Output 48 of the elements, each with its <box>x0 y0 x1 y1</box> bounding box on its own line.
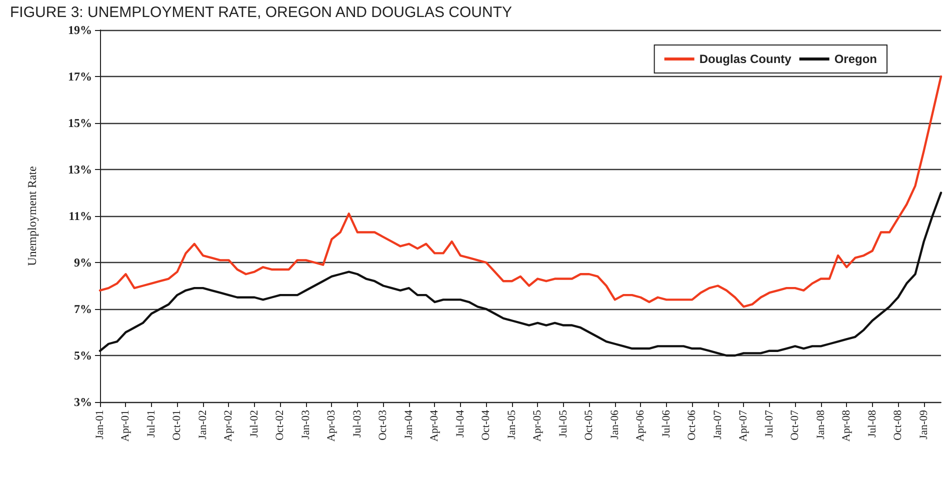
y-tick-label: 9% <box>74 256 92 270</box>
y-tick-label: 5% <box>74 348 92 362</box>
x-tick-label: Oct-04 <box>480 410 492 441</box>
x-tick-label: Jan-09 <box>918 410 930 440</box>
y-tick-label: 13% <box>68 162 92 176</box>
legend-label: Douglas County <box>699 52 792 66</box>
x-tick-label: Oct-02 <box>274 410 286 441</box>
x-tick-label: Jan-05 <box>506 410 518 440</box>
x-tick-label: Jan-01 <box>94 410 106 440</box>
x-tick-label: Jul-02 <box>248 410 260 438</box>
x-tick-label: Apr-07 <box>738 410 750 442</box>
x-tick-label: Apr-03 <box>326 410 338 442</box>
line-series <box>98 192 942 357</box>
x-tick-label: Apr-08 <box>840 410 853 442</box>
line-series <box>98 75 942 308</box>
y-tick-label: 15% <box>68 116 92 130</box>
x-tick-label: Oct-03 <box>377 410 390 441</box>
x-tick-label: Oct-01 <box>171 410 184 441</box>
chart-title: FIGURE 3: UNEMPLOYMENT RATE, OREGON AND DOUGLAS COUNTY <box>10 4 512 21</box>
x-tick-label: Oct-05 <box>583 410 596 441</box>
x-tick-label: Jul-04 <box>454 410 466 438</box>
x-tick-label: Jan-07 <box>712 410 724 440</box>
x-tick-label: Jul-07 <box>763 410 776 438</box>
x-tick-label: Apr-02 <box>222 410 235 442</box>
x-tick-label: Jul-08 <box>866 410 878 438</box>
legend-label: Oregon <box>834 52 878 66</box>
y-tick-label: 19% <box>68 23 92 37</box>
x-tick-label: Jul-03 <box>351 410 364 438</box>
y-tick-label: 11% <box>68 209 92 223</box>
y-tick-label: 7% <box>74 302 92 316</box>
x-tick-label: Jul-01 <box>145 410 158 438</box>
y-axis-title: Unemployment Rate <box>25 166 39 266</box>
x-tick-label: Apr-05 <box>532 410 544 442</box>
x-tick-label: Jan-06 <box>608 410 621 440</box>
x-tick-label: Jul-06 <box>660 410 672 438</box>
x-tick-label: Apr-01 <box>120 410 132 442</box>
x-tick-label: Oct-06 <box>686 410 698 441</box>
x-tick-label: Apr-04 <box>428 410 441 442</box>
x-tick-label: Oct-08 <box>892 410 904 441</box>
x-tick-label: Oct-07 <box>789 410 802 441</box>
x-tick-label: Jan-03 <box>300 410 312 440</box>
x-tick-label: Jan-02 <box>196 410 209 440</box>
x-tick-label: Jul-05 <box>557 410 570 438</box>
y-tick-label: 3% <box>74 395 92 409</box>
y-tick-label: 17% <box>68 70 92 84</box>
x-tick-label: Jan-04 <box>402 410 415 440</box>
x-tick-label: Apr-06 <box>634 410 647 442</box>
x-tick-label: Jan-08 <box>814 410 827 440</box>
